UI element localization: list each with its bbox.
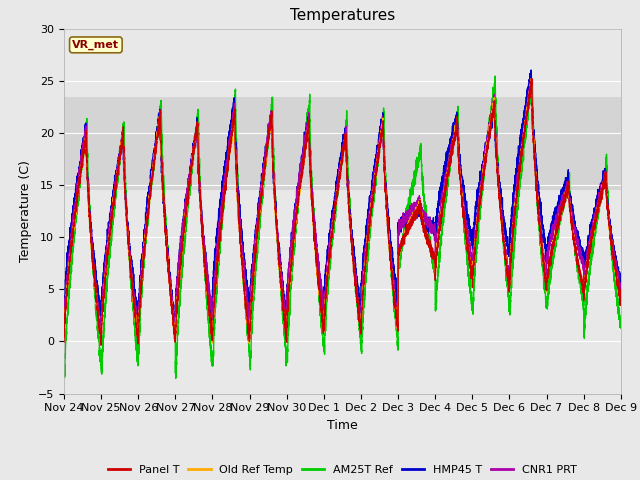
Line: Old Ref Temp: Old Ref Temp bbox=[64, 79, 621, 343]
Old Ref Temp bbox=[483, 144, 491, 150]
Old Ref Temp bbox=[527, 76, 535, 82]
AM25T Ref bbox=[60, 367, 68, 372]
Panel T bbox=[467, 276, 475, 281]
Title: Temperatures: Temperatures bbox=[290, 9, 395, 24]
CNR1 PRT bbox=[483, 141, 491, 147]
HMP45 T bbox=[483, 143, 491, 149]
HMP45 T bbox=[617, 271, 625, 277]
CNR1 PRT bbox=[594, 203, 602, 208]
Panel T bbox=[483, 149, 491, 155]
Old Ref Temp bbox=[245, 340, 253, 346]
Old Ref Temp bbox=[324, 273, 332, 279]
AM25T Ref bbox=[492, 73, 499, 79]
X-axis label: Time: Time bbox=[327, 419, 358, 432]
CNR1 PRT bbox=[528, 75, 536, 81]
Old Ref Temp bbox=[587, 240, 595, 246]
Panel T bbox=[617, 298, 625, 303]
HMP45 T bbox=[594, 196, 602, 202]
Line: CNR1 PRT: CNR1 PRT bbox=[64, 78, 621, 335]
CNR1 PRT bbox=[97, 332, 104, 338]
HMP45 T bbox=[467, 231, 475, 237]
Panel T bbox=[527, 76, 535, 82]
Line: AM25T Ref: AM25T Ref bbox=[64, 76, 621, 378]
Bar bbox=[64, 96, 621, 191]
Line: HMP45 T: HMP45 T bbox=[64, 70, 621, 330]
Panel T bbox=[324, 269, 332, 275]
AM25T Ref bbox=[324, 285, 332, 290]
AM25T Ref bbox=[467, 293, 475, 299]
Panel T bbox=[97, 342, 105, 348]
Panel T bbox=[250, 273, 257, 279]
Text: VR_met: VR_met bbox=[72, 40, 119, 50]
Old Ref Temp bbox=[617, 295, 625, 301]
AM25T Ref bbox=[594, 213, 602, 219]
AM25T Ref bbox=[250, 300, 257, 305]
CNR1 PRT bbox=[617, 287, 625, 293]
Panel T bbox=[60, 339, 68, 345]
HMP45 T bbox=[60, 304, 68, 310]
CNR1 PRT bbox=[467, 252, 475, 258]
Line: Panel T: Panel T bbox=[64, 79, 621, 345]
HMP45 T bbox=[250, 251, 257, 256]
Old Ref Temp bbox=[594, 209, 602, 215]
CNR1 PRT bbox=[60, 320, 68, 326]
AM25T Ref bbox=[617, 322, 625, 327]
CNR1 PRT bbox=[324, 267, 332, 273]
Panel T bbox=[587, 243, 595, 249]
HMP45 T bbox=[324, 251, 332, 257]
Y-axis label: Temperature (C): Temperature (C) bbox=[19, 160, 33, 262]
AM25T Ref bbox=[483, 150, 491, 156]
Panel T bbox=[594, 205, 602, 211]
HMP45 T bbox=[527, 67, 535, 73]
Old Ref Temp bbox=[467, 267, 475, 273]
CNR1 PRT bbox=[587, 236, 595, 242]
HMP45 T bbox=[171, 327, 179, 333]
Old Ref Temp bbox=[60, 334, 68, 340]
Old Ref Temp bbox=[250, 271, 257, 277]
AM25T Ref bbox=[172, 375, 180, 381]
CNR1 PRT bbox=[250, 262, 257, 267]
AM25T Ref bbox=[587, 250, 595, 255]
Legend: Panel T, Old Ref Temp, AM25T Ref, HMP45 T, CNR1 PRT: Panel T, Old Ref Temp, AM25T Ref, HMP45 … bbox=[104, 460, 581, 479]
HMP45 T bbox=[587, 222, 595, 228]
